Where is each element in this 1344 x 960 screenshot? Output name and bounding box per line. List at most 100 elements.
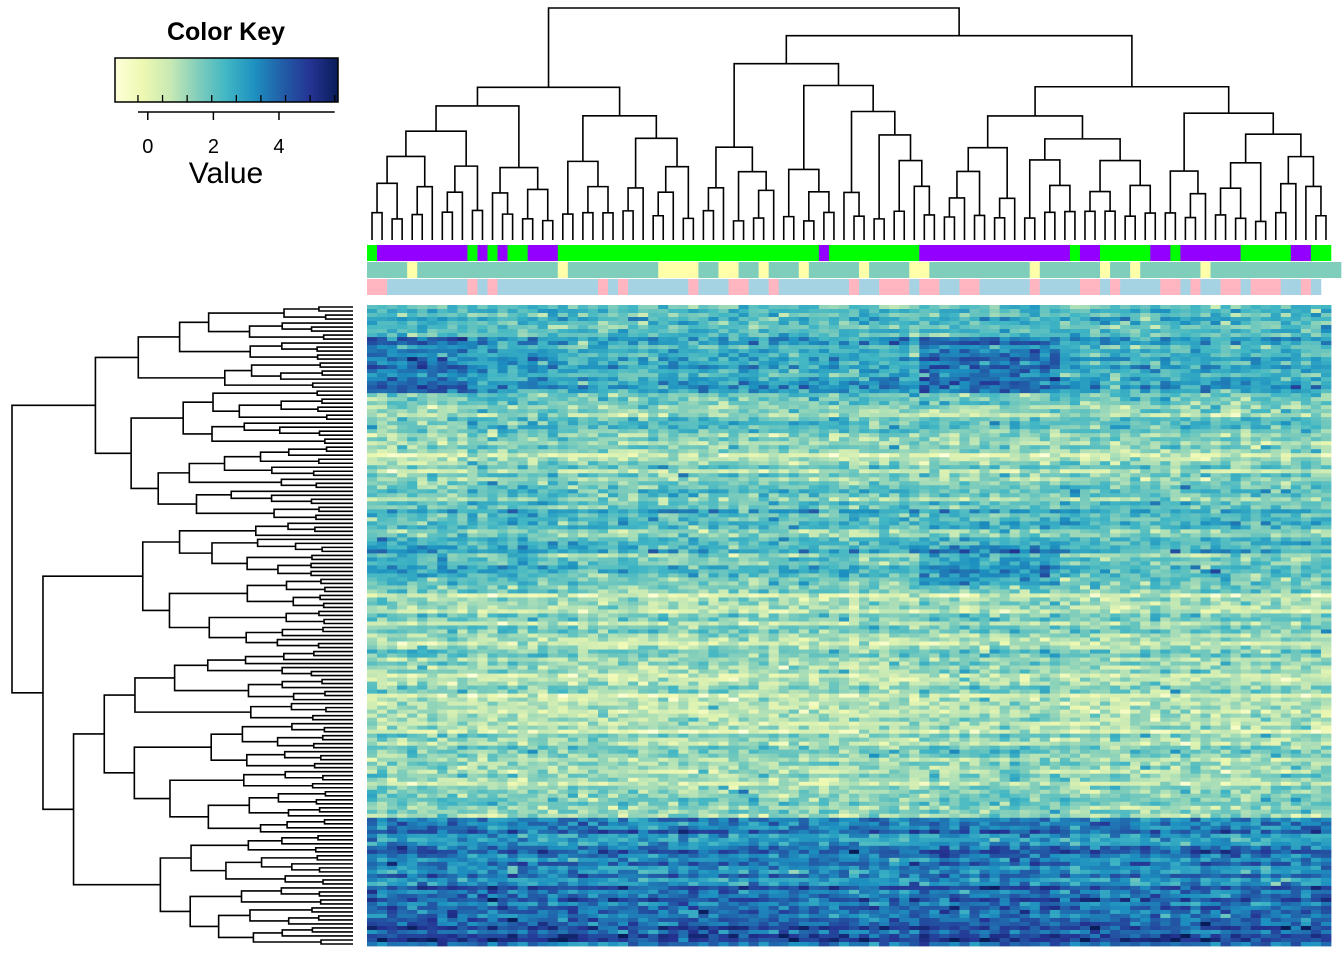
column-dendrogram-branch	[843, 191, 860, 240]
column-dendrogram-branch	[634, 137, 678, 188]
heatmap-cell	[628, 381, 639, 386]
heatmap-cell	[547, 389, 559, 394]
heatmap-cell	[1090, 429, 1101, 434]
heatmap-cell	[838, 369, 850, 374]
heatmap-cell	[798, 437, 810, 442]
heatmap-cell	[557, 313, 569, 318]
heatmap-cell	[467, 449, 478, 454]
heatmap-cell	[417, 381, 428, 386]
heatmap-cell	[407, 409, 418, 414]
heatmap-cell	[407, 345, 418, 350]
heatmap-cell	[507, 497, 519, 502]
row-dendrogram-branch	[250, 364, 321, 377]
heatmap-cell	[387, 333, 398, 338]
heatmap-cell	[567, 457, 579, 462]
heatmap-cell	[879, 413, 890, 418]
heatmap-cell	[828, 309, 840, 314]
heatmap-cell	[1140, 377, 1151, 382]
heatmap-cell	[1140, 333, 1151, 338]
heatmap-cell	[1240, 325, 1252, 330]
heatmap-cell	[567, 409, 579, 414]
heatmap-cell	[367, 333, 378, 338]
heatmap-cell	[929, 469, 940, 474]
heatmap-cell	[397, 365, 408, 370]
heatmap-cell	[798, 453, 810, 458]
heatmap-cell	[427, 449, 438, 454]
heatmap-cell	[1190, 377, 1201, 382]
column-annotation-segment	[1180, 245, 1241, 261]
heatmap-cell	[407, 393, 418, 398]
heatmap-cell	[1190, 433, 1201, 438]
heatmap-cell	[507, 329, 519, 334]
column-annotation-segment	[738, 262, 759, 278]
heatmap-cell	[989, 365, 1001, 370]
heatmap-cell	[1059, 365, 1071, 370]
heatmap-cell	[959, 317, 970, 322]
heatmap-cell	[949, 341, 960, 346]
heatmap-cell	[1039, 309, 1051, 314]
heatmap-cell	[487, 313, 498, 318]
heatmap-cell	[1029, 425, 1041, 430]
heatmap-cell	[788, 337, 800, 342]
heatmap-cell	[919, 409, 930, 414]
heatmap-cell	[608, 441, 619, 446]
heatmap-cell	[1049, 485, 1061, 490]
heatmap-cell	[1200, 417, 1211, 422]
heatmap-cell	[1110, 425, 1121, 430]
heatmap-cell	[1009, 365, 1021, 370]
heatmap-cell	[979, 305, 990, 310]
heatmap-cell	[1200, 381, 1211, 386]
heatmap-cell	[889, 305, 900, 310]
heatmap-cell	[798, 361, 810, 366]
heatmap-cell	[768, 409, 780, 414]
heatmap-cell	[1130, 405, 1141, 410]
heatmap-cell	[818, 345, 830, 350]
heatmap-cell	[1280, 401, 1292, 406]
heatmap-cell	[788, 381, 800, 386]
heatmap-cell	[497, 433, 508, 438]
heatmap-cell	[1300, 345, 1312, 350]
heatmap-cell	[849, 413, 860, 418]
heatmap-cell	[1170, 413, 1181, 418]
heatmap-cell	[929, 485, 940, 490]
heatmap-cell	[768, 441, 780, 446]
row-dendrogram-branch	[321, 370, 353, 376]
heatmap-cell	[628, 413, 639, 418]
heatmap-cell	[1260, 429, 1272, 434]
heatmap-cell	[1300, 365, 1312, 370]
heatmap-cell	[407, 493, 418, 498]
heatmap-cell	[658, 369, 669, 374]
heatmap-cell	[899, 445, 910, 450]
heatmap-cell	[457, 453, 468, 458]
heatmap-cell	[1049, 489, 1061, 494]
heatmap-cell	[1049, 473, 1061, 478]
heatmap-cell	[407, 497, 418, 502]
heatmap-cell	[929, 337, 940, 342]
heatmap-cell	[1130, 325, 1141, 330]
heatmap-cell	[1240, 341, 1252, 346]
column-annotation-segment	[1310, 279, 1322, 295]
heatmap-cell	[828, 481, 840, 486]
heatmap-cell	[758, 429, 770, 434]
heatmap-cell	[1160, 437, 1171, 442]
heatmap-cell	[1130, 357, 1141, 362]
heatmap-cell	[818, 305, 830, 310]
heatmap-cell	[608, 461, 619, 466]
heatmap-cell	[1120, 401, 1131, 406]
heatmap-cell	[788, 325, 800, 330]
heatmap-cell	[1100, 493, 1111, 498]
heatmap-cell	[658, 401, 669, 406]
heatmap-cell	[999, 409, 1011, 414]
heatmap-cell	[849, 433, 860, 438]
heatmap-cell	[808, 449, 820, 454]
heatmap-cell	[638, 389, 649, 394]
heatmap-cell	[557, 441, 569, 446]
heatmap-cell	[939, 321, 950, 326]
heatmap-cell	[1320, 325, 1332, 330]
row-dendrogram-branch	[223, 369, 313, 386]
heatmap-cell	[648, 369, 659, 374]
heatmap-cell	[919, 437, 930, 442]
heatmap-cell	[899, 417, 910, 422]
heatmap-cell	[949, 481, 960, 486]
heatmap-cell	[527, 425, 539, 430]
